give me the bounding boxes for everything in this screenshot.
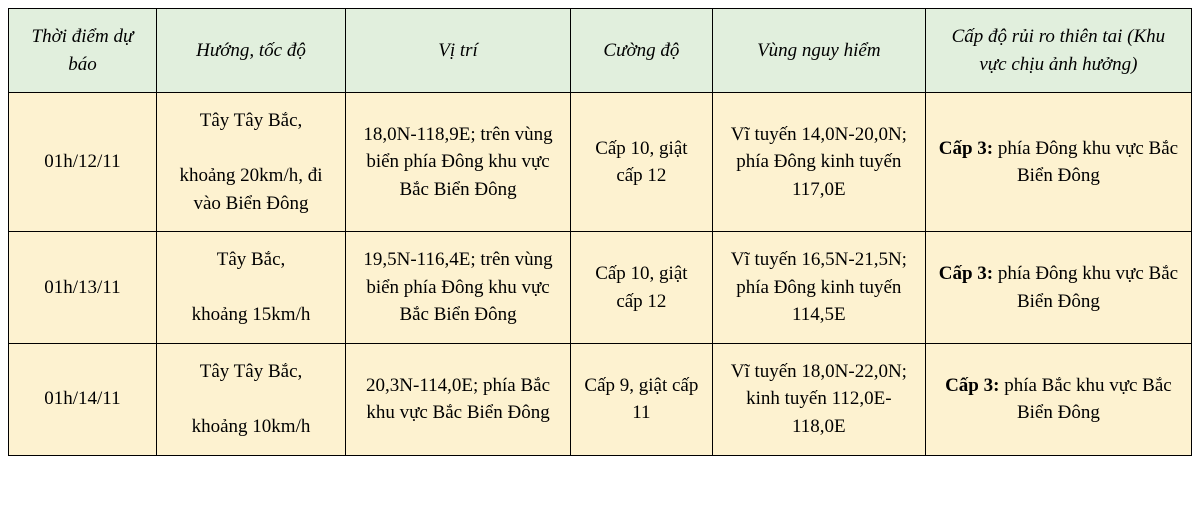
risk-level-label: Cấp 3:	[945, 375, 999, 396]
cell-position: 20,3N-114,0E; phía Bắc khu vực Bắc Biển …	[346, 343, 571, 455]
header-time: Thời điểm dự báo	[9, 9, 157, 93]
cell-intensity: Cấp 10, giật cấp 12	[570, 232, 712, 344]
header-zone: Vùng nguy hiểm	[712, 9, 925, 93]
risk-area-text: phía Đông khu vực Bắc Biển Đông	[993, 263, 1178, 312]
risk-area-text: phía Đông khu vực Bắc Biển Đông	[993, 138, 1178, 187]
cell-direction: Tây Tây Bắc,khoảng 20km/h, đi vào Biển Đ…	[156, 93, 345, 232]
cell-risk: Cấp 3: phía Đông khu vực Bắc Biển Đông	[925, 232, 1191, 344]
table-row: 01h/12/11Tây Tây Bắc,khoảng 20km/h, đi v…	[9, 93, 1192, 232]
header-direction: Hướng, tốc độ	[156, 9, 345, 93]
cell-risk: Cấp 3: phía Đông khu vực Bắc Biển Đông	[925, 93, 1191, 232]
cell-time: 01h/12/11	[9, 93, 157, 232]
cell-zone: Vĩ tuyến 16,5N-21,5N; phía Đông kinh tuy…	[712, 232, 925, 344]
header-intensity: Cường độ	[570, 9, 712, 93]
cell-time: 01h/14/11	[9, 343, 157, 455]
cell-intensity: Cấp 9, giật cấp 11	[570, 343, 712, 455]
cell-intensity: Cấp 10, giật cấp 12	[570, 93, 712, 232]
risk-level-label: Cấp 3:	[939, 263, 993, 284]
forecast-table: Thời điểm dự báoHướng, tốc độVị tríCường…	[8, 8, 1192, 456]
cell-zone: Vĩ tuyến 14,0N-20,0N; phía Đông kinh tuy…	[712, 93, 925, 232]
cell-direction: Tây Bắc,khoảng 15km/h	[156, 232, 345, 344]
table-row: 01h/14/11Tây Tây Bắc,khoảng 10km/h20,3N-…	[9, 343, 1192, 455]
cell-direction: Tây Tây Bắc,khoảng 10km/h	[156, 343, 345, 455]
cell-time: 01h/13/11	[9, 232, 157, 344]
cell-zone: Vĩ tuyến 18,0N-22,0N; kinh tuyến 112,0E-…	[712, 343, 925, 455]
risk-level-label: Cấp 3:	[939, 138, 993, 159]
header-row: Thời điểm dự báoHướng, tốc độVị tríCường…	[9, 9, 1192, 93]
table-head: Thời điểm dự báoHướng, tốc độVị tríCường…	[9, 9, 1192, 93]
table-row: 01h/13/11Tây Bắc,khoảng 15km/h19,5N-116,…	[9, 232, 1192, 344]
risk-area-text: phía Bắc khu vực Bắc Biển Đông	[999, 375, 1171, 424]
header-risk: Cấp độ rủi ro thiên tai (Khu vực chịu ản…	[925, 9, 1191, 93]
table-body: 01h/12/11Tây Tây Bắc,khoảng 20km/h, đi v…	[9, 93, 1192, 455]
cell-position: 18,0N-118,9E; trên vùng biển phía Đông k…	[346, 93, 571, 232]
cell-risk: Cấp 3: phía Bắc khu vực Bắc Biển Đông	[925, 343, 1191, 455]
cell-position: 19,5N-116,4E; trên vùng biển phía Đông k…	[346, 232, 571, 344]
header-position: Vị trí	[346, 9, 571, 93]
